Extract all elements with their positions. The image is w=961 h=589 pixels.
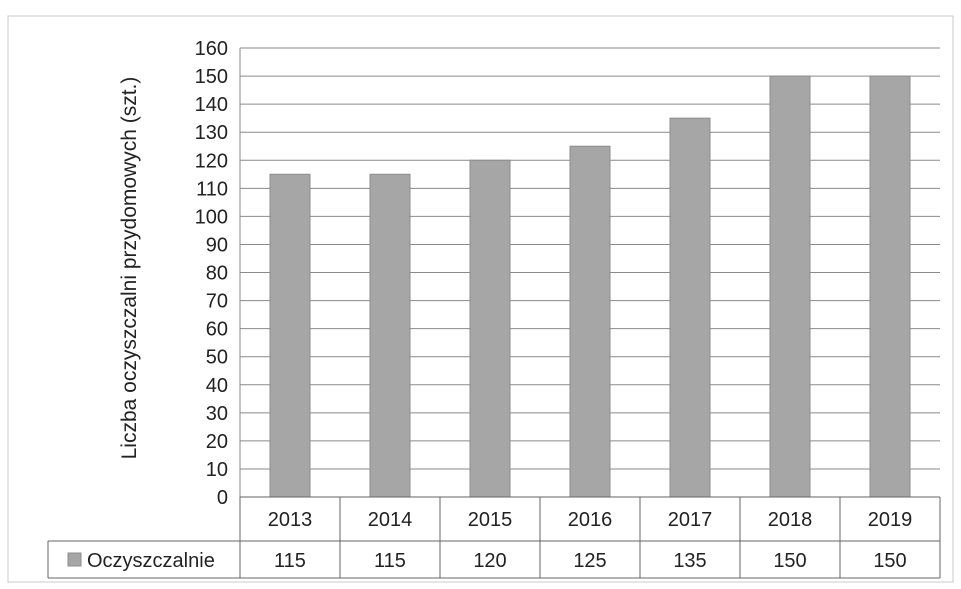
x-tick-label: 2016: [568, 509, 613, 531]
bar-2019: [869, 75, 911, 498]
x-tick-label: 2018: [768, 509, 813, 531]
y-tick-label: 10: [206, 459, 228, 481]
bar-2015: [469, 159, 511, 498]
y-tick-label: 120: [195, 150, 228, 172]
bar-2014: [369, 173, 411, 498]
y-tick-label: 20: [206, 431, 228, 453]
y-tick-label: 0: [217, 487, 228, 509]
y-tick-label: 80: [206, 263, 228, 285]
data-table-value: 135: [673, 550, 706, 572]
data-table-value: 150: [873, 550, 906, 572]
y-tick-label: 40: [206, 375, 228, 397]
x-tick-label: 2017: [668, 509, 713, 531]
y-tick-label: 50: [206, 347, 228, 369]
y-tick-label: 160: [195, 38, 228, 60]
bar-2016: [569, 145, 611, 498]
bar-2013: [269, 173, 311, 498]
bar-2018: [769, 75, 811, 498]
legend-series-name: Oczyszczalnie: [87, 550, 215, 572]
x-tick-label: 2015: [468, 509, 513, 531]
data-table-value: 125: [573, 550, 606, 572]
y-tick-label: 140: [195, 94, 228, 116]
chart-frame: [7, 15, 954, 583]
y-tick-label: 30: [206, 403, 228, 425]
y-tick-label: 90: [206, 234, 228, 256]
data-table-value: 115: [274, 550, 306, 572]
y-tick-label: 100: [195, 206, 228, 228]
data-table-value: 120: [473, 550, 506, 572]
data-table: 2013 115 2014 115 2015 120 2016 125 2017 135 2018 1…: [47, 496, 941, 579]
data-table-value: 150: [773, 550, 806, 572]
y-tick-label: 70: [206, 291, 228, 313]
bar-2017: [669, 117, 711, 498]
y-tick-label: 150: [195, 66, 228, 88]
y-tick-label: 60: [206, 319, 228, 341]
y-axis: 0 10 20 30 40 50 60 70 80 90 100 110 120 130 140 150 160: [195, 38, 241, 509]
y-axis-title: Liczba oczyszczalni przydomowych (szt.): [118, 77, 141, 460]
data-table-value: 115: [374, 550, 406, 572]
y-tick-label: 110: [196, 178, 228, 200]
bars: [269, 75, 911, 498]
y-tick-label: 130: [195, 122, 228, 144]
x-tick-label: 2013: [268, 509, 313, 531]
x-tick-label: 2014: [368, 509, 413, 531]
legend-swatch: [67, 552, 82, 567]
x-tick-label: 2019: [868, 509, 913, 531]
